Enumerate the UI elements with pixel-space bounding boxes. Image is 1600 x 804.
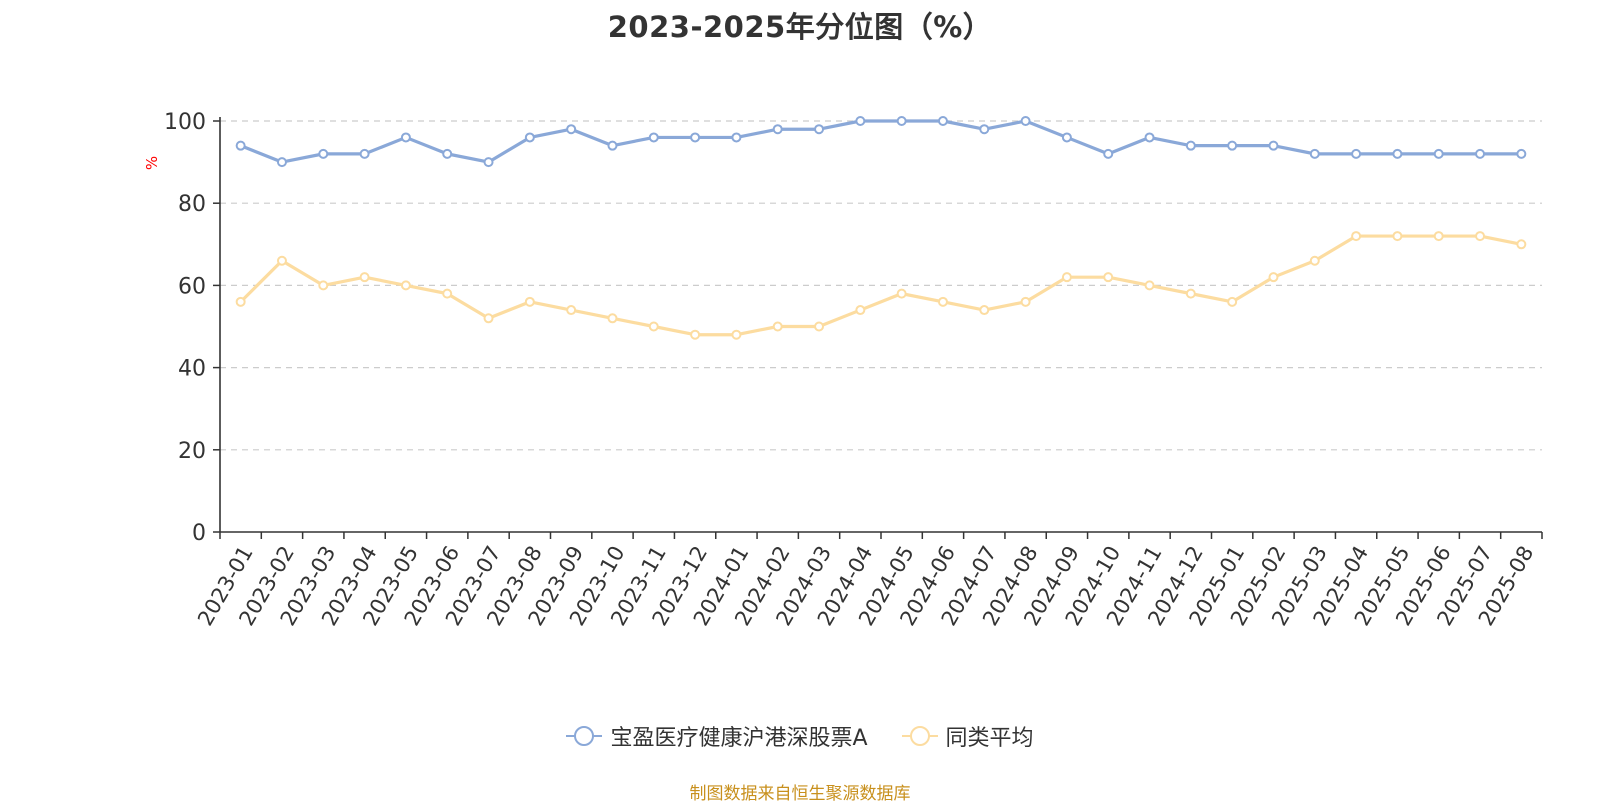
grid-lines: [220, 120, 1542, 451]
data-point: [1433, 231, 1444, 242]
data-point: [524, 296, 535, 307]
data-point: [442, 148, 453, 159]
data-point: [1392, 148, 1403, 159]
data-point: [979, 124, 990, 135]
data-point: [607, 140, 618, 151]
legend-marker-icon: [566, 726, 603, 746]
data-point: [1268, 140, 1279, 151]
chart-title: 2023-2025年分位图（%）: [607, 10, 993, 44]
data-point: [1516, 239, 1527, 250]
data-point: [1144, 132, 1155, 143]
data-point: [648, 321, 659, 332]
y-tick-label: 80: [178, 192, 206, 217]
data-point: [1185, 288, 1196, 299]
y-tick-label: 0: [192, 521, 206, 546]
data-point: [442, 288, 453, 299]
y-tick-label: 60: [178, 274, 206, 299]
data-point: [731, 329, 742, 340]
data-point: [1227, 296, 1238, 307]
series-line: [240, 119, 1522, 164]
data-point: [235, 296, 246, 307]
data-point: [814, 321, 825, 332]
data-point: [1351, 148, 1362, 159]
data-point: [359, 272, 370, 283]
data-point: [1268, 272, 1279, 283]
data-point: [1392, 231, 1403, 242]
data-point: [483, 157, 494, 168]
data-point: [937, 116, 948, 126]
axes: 0204060801002023-012023-022023-032023-04…: [164, 110, 1543, 630]
series-1: [235, 116, 1527, 168]
data-point: [1309, 255, 1320, 266]
y-tick-label: 20: [178, 439, 206, 464]
data-point: [607, 313, 618, 324]
data-point: [1103, 148, 1114, 159]
data-point: [772, 321, 783, 332]
data-point: [318, 148, 329, 159]
data-point: [690, 132, 701, 143]
data-point: [937, 296, 948, 307]
data-point: [235, 140, 246, 151]
data-point: [1103, 272, 1114, 283]
data-point: [276, 255, 287, 266]
data-point: [896, 288, 907, 299]
data-point: [1516, 148, 1527, 159]
data-point: [1020, 296, 1031, 307]
legend-marker-icon: [901, 726, 938, 746]
data-point: [359, 148, 370, 159]
data-point: [1185, 140, 1196, 151]
legend-label-series-2: 同类平均: [945, 726, 1034, 751]
data-point: [648, 132, 659, 143]
data-point: [896, 116, 907, 126]
data-point: [731, 132, 742, 143]
data-point: [1309, 148, 1320, 159]
data-point: [566, 305, 577, 316]
y-tick-label: 40: [178, 357, 206, 382]
data-point: [855, 305, 866, 316]
series-2: [235, 231, 1527, 340]
data-point: [1475, 148, 1486, 159]
data-point: [483, 313, 494, 324]
legend-item-series-1[interactable]: 宝盈医疗健康沪港深股票A: [566, 720, 868, 752]
source-note: 制图数据来自恒生聚源数据库: [689, 784, 911, 804]
legend-label-series-1: 宝盈医疗健康沪港深股票A: [610, 726, 868, 751]
series-line: [239, 234, 1522, 337]
data-point: [690, 329, 701, 340]
data-point: [979, 305, 990, 316]
y-tick-label: 100: [164, 110, 206, 135]
data-point: [1227, 140, 1238, 151]
y-axis-label: %: [143, 156, 161, 170]
data-point: [318, 280, 329, 291]
data-point: [276, 157, 287, 168]
data-point: [400, 280, 411, 291]
y-axis-title: %: [143, 156, 161, 170]
data-point: [1061, 272, 1072, 283]
legend: 宝盈医疗健康沪港深股票A 同类平均: [0, 720, 1600, 752]
data-point: [1144, 280, 1155, 291]
data-point: [1020, 116, 1031, 126]
data-point: [855, 116, 866, 126]
data-point: [1475, 231, 1486, 242]
data-point: [814, 124, 825, 135]
data-point: [566, 124, 577, 135]
data-point: [1061, 132, 1072, 143]
data-point: [524, 132, 535, 143]
data-point: [400, 132, 411, 143]
data-point: [1433, 148, 1444, 159]
data-point: [1351, 231, 1362, 242]
series-lines: [235, 116, 1527, 340]
data-point: [772, 124, 783, 135]
legend-item-series-2[interactable]: 同类平均: [901, 720, 1034, 752]
